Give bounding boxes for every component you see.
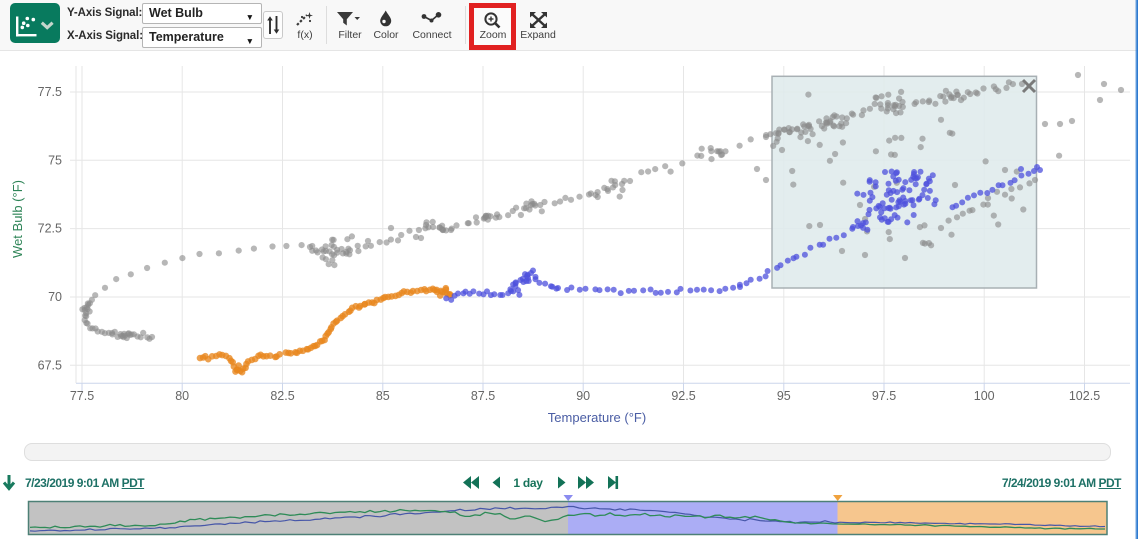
svg-text:80: 80 — [175, 389, 189, 403]
svg-text:Wet Bulb (°F): Wet Bulb (°F) — [10, 180, 25, 258]
svg-text:77.5: 77.5 — [38, 85, 62, 99]
svg-text:70: 70 — [48, 290, 62, 304]
svg-text:95: 95 — [777, 389, 791, 403]
svg-text:97.5: 97.5 — [872, 389, 896, 403]
svg-text:Temperature (°F): Temperature (°F) — [548, 410, 646, 425]
svg-text:72.5: 72.5 — [38, 222, 62, 236]
svg-text:77.5: 77.5 — [70, 389, 94, 403]
svg-text:92.5: 92.5 — [671, 389, 695, 403]
svg-text:85: 85 — [376, 389, 390, 403]
svg-text:1 day: 1 day — [513, 476, 543, 490]
svg-text:102.5: 102.5 — [1069, 389, 1100, 403]
svg-text:75: 75 — [48, 153, 62, 167]
svg-text:87.5: 87.5 — [471, 389, 495, 403]
svg-text:67.5: 67.5 — [38, 358, 62, 372]
svg-text:82.5: 82.5 — [270, 389, 294, 403]
svg-text:100: 100 — [974, 389, 995, 403]
svg-text:90: 90 — [576, 389, 590, 403]
